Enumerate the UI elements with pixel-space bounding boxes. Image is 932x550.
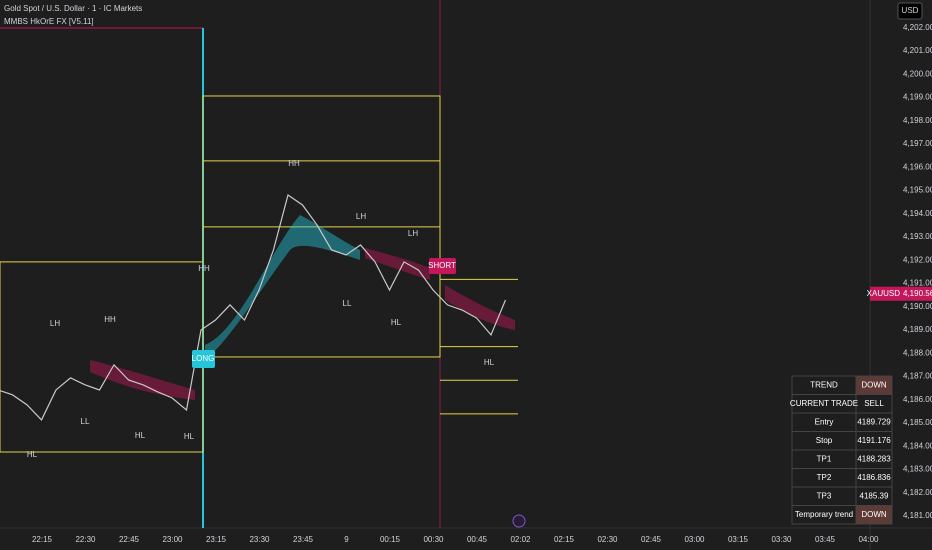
- y-tick-label: 4,187.00: [903, 372, 932, 381]
- y-tick-label: 4,194.00: [903, 209, 932, 218]
- table-label: TP3: [817, 491, 832, 500]
- symbol-tag: XAUUSD: [867, 289, 901, 298]
- x-tick-label: 22:45: [119, 535, 140, 544]
- short-signal: [429, 258, 456, 274]
- x-tick-label: 9: [344, 535, 349, 544]
- y-tick-label: 4,193.00: [903, 232, 932, 241]
- x-tick-label: 02:30: [597, 535, 618, 544]
- price-line: [0, 194, 507, 421]
- y-tick-label: 4,202.00: [903, 23, 932, 32]
- x-tick-label: 02:15: [554, 535, 575, 544]
- table-value: 4189.729: [857, 417, 891, 426]
- y-tick-label: 4,195.00: [903, 186, 932, 195]
- x-tick-label: 22:30: [75, 535, 96, 544]
- y-tick-label: 4,186.00: [903, 395, 932, 404]
- last-price-tag: [870, 286, 932, 301]
- x-tick-label: 02:45: [641, 535, 662, 544]
- trend-cloud: [205, 215, 360, 360]
- x-tick-label: 03:00: [684, 535, 705, 544]
- y-tick-label: 4,189.00: [903, 325, 932, 334]
- y-tick-label: 4,191.00: [903, 279, 932, 288]
- table-value: 4191.176: [857, 436, 891, 445]
- y-tick-label: 4,197.00: [903, 139, 932, 148]
- x-tick-label: 00:45: [467, 535, 488, 544]
- currency-button[interactable]: [897, 2, 923, 20]
- y-tick-label: 4,201.00: [903, 46, 932, 55]
- structure-label: LH: [50, 319, 60, 328]
- table-value: DOWN: [861, 380, 887, 389]
- table-label: TP2: [817, 473, 832, 482]
- table-value: 4185.39: [860, 491, 889, 500]
- x-tick-label: 00:15: [380, 535, 401, 544]
- x-tick-label: 23:45: [293, 535, 314, 544]
- indicator-name: MMBS HkOrE FX [V5.11]: [4, 17, 94, 26]
- long-label: LONG: [192, 354, 215, 363]
- y-tick-label: 4,190.00: [903, 302, 932, 311]
- symbol-title: Gold Spot / U.S. Dollar · 1 · IC Markets: [4, 4, 142, 13]
- structure-label: LH: [408, 229, 418, 238]
- x-tick-label: 03:15: [728, 535, 749, 544]
- x-tick-label: 23:00: [162, 535, 183, 544]
- structure-label: LL: [81, 417, 90, 426]
- table-label: Entry: [815, 417, 834, 426]
- y-tick-label: 4,183.00: [903, 465, 932, 474]
- y-tick-label: 4,198.00: [903, 116, 932, 125]
- table-label: CURRENT TRADE: [790, 399, 858, 408]
- short-label: SHORT: [428, 261, 456, 270]
- y-tick-label: 4,184.00: [903, 441, 932, 450]
- long-signal: [192, 350, 215, 368]
- table-value: DOWN: [861, 510, 887, 519]
- y-tick-label: 4,182.00: [903, 488, 932, 497]
- y-tick-label: 4,196.00: [903, 162, 932, 171]
- x-tick-label: 02:02: [510, 535, 531, 544]
- table-value: 4186.836: [857, 473, 891, 482]
- structure-label: HL: [391, 318, 402, 327]
- y-tick-label: 4,199.00: [903, 93, 932, 102]
- y-tick-label: 4,200.00: [903, 69, 932, 78]
- y-tick-label: 4,185.00: [903, 418, 932, 427]
- structure-label: HH: [198, 264, 210, 273]
- table-cell: [855, 505, 893, 525]
- table-value: SELL: [864, 399, 884, 408]
- structure-label: HH: [288, 159, 300, 168]
- y-tick-label: 4,192.00: [903, 255, 932, 264]
- y-tick-label: 4,188.00: [903, 348, 932, 357]
- x-tick-label: 03:45: [815, 535, 836, 544]
- structure-label: HL: [484, 358, 495, 367]
- trend-cloud: [90, 248, 515, 400]
- event-icon[interactable]: [512, 514, 526, 528]
- structure-label: HL: [135, 431, 146, 440]
- y-tick-label: 4,181.00: [903, 511, 932, 520]
- currency[interactable]: USD: [902, 6, 919, 15]
- table-label: Stop: [816, 436, 833, 445]
- table-label: TREND: [810, 380, 838, 389]
- table-label: Temporary trend: [795, 510, 853, 519]
- structure-label: HL: [27, 450, 38, 459]
- structure-label: HL: [184, 432, 195, 441]
- table-value: 4188.283: [857, 454, 891, 463]
- x-tick-label: 23:30: [249, 535, 270, 544]
- x-tick-label: 23:15: [206, 535, 227, 544]
- x-tick-label: 00:30: [423, 535, 444, 544]
- last-price-label: 4,190.56: [903, 289, 932, 298]
- x-tick-label: 22:15: [32, 535, 53, 544]
- x-tick-label: 03:30: [771, 535, 792, 544]
- structure-label: LL: [343, 299, 352, 308]
- table-label: TP1: [817, 454, 832, 463]
- structure-label: LH: [356, 212, 366, 221]
- x-tick-label: 04:00: [858, 535, 879, 544]
- structure-label: HH: [104, 315, 116, 324]
